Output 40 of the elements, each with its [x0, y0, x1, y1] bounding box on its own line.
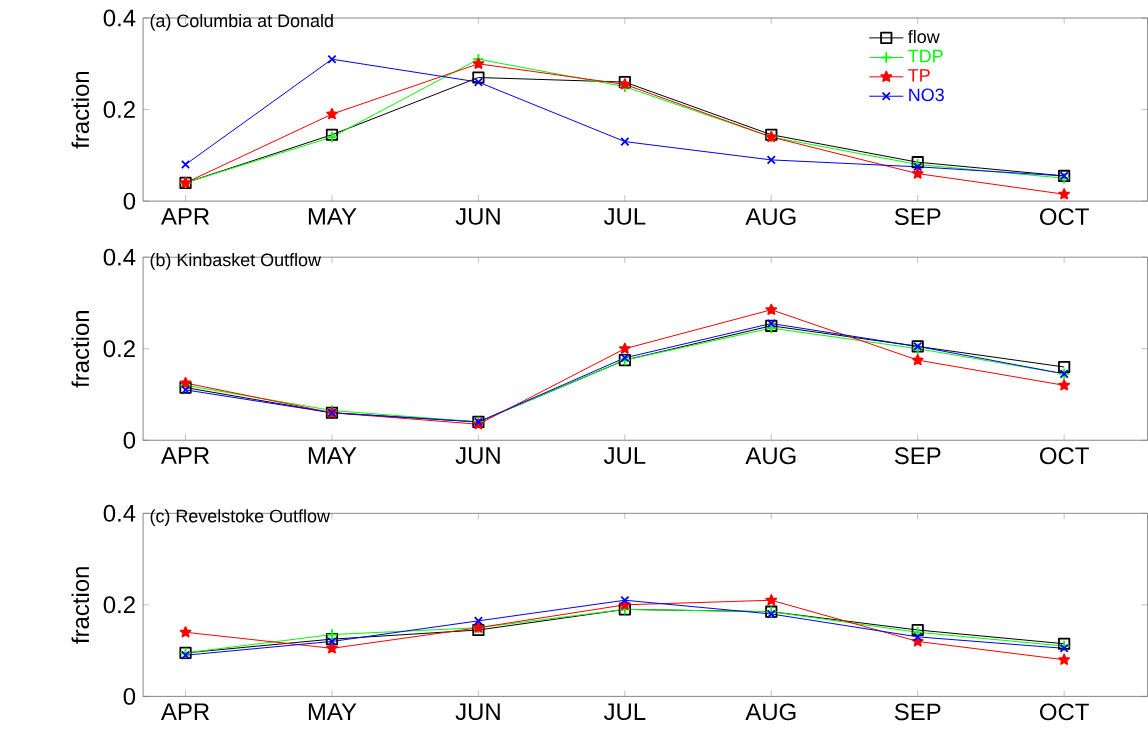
- x-tick-label: JUN: [455, 703, 500, 720]
- y-axis-title: fraction: [71, 310, 90, 388]
- x-tick-label: OCT: [1040, 447, 1089, 465]
- x-tick-label: JUL: [603, 447, 646, 464]
- x-tick-label: SEP: [894, 703, 941, 721]
- x-tick-label: JUL: [603, 703, 646, 720]
- x-tick-label: APR: [160, 447, 210, 464]
- x-tick-label: AUG: [745, 447, 796, 465]
- y-tick-label: 0: [123, 431, 136, 449]
- x-tick-label: JUN: [455, 207, 500, 225]
- chart-title: (a) Columbia at Donald: [150, 13, 333, 31]
- x-tick-label: APR: [160, 207, 210, 225]
- y-tick-label: 0: [123, 192, 136, 210]
- y-tick-label: 0.2: [103, 100, 135, 118]
- chart-title: (b) Kinbasket Outflow: [150, 252, 322, 270]
- x-tick-label: OCT: [1040, 703, 1089, 721]
- x-tick-label: JUN: [455, 447, 500, 464]
- x-tick-label: MAY: [308, 703, 357, 720]
- x-tick-label: SEP: [894, 447, 941, 465]
- x-tick-label: JUL: [603, 207, 646, 225]
- y-tick-label: 0.4: [103, 504, 136, 522]
- x-tick-label: MAY: [308, 207, 357, 225]
- y-tick-label: 0: [123, 687, 136, 705]
- y-tick-label: 0.4: [103, 9, 136, 27]
- y-tick-label: 0.4: [103, 248, 136, 266]
- x-tick-label: OCT: [1040, 207, 1089, 225]
- x-tick-label: MAY: [308, 447, 357, 464]
- x-tick-label: AUG: [745, 703, 796, 721]
- chart-title: (c) Revelstoke Outflow: [150, 509, 330, 526]
- y-axis-title: fraction: [71, 71, 90, 149]
- legend-label: TDP: [908, 49, 943, 63]
- legend-label: NO3: [909, 88, 944, 101]
- x-tick-label: SEP: [894, 207, 941, 225]
- x-tick-label: AUG: [745, 207, 796, 225]
- x-tick-label: APR: [160, 703, 210, 720]
- y-tick-label: 0.2: [103, 340, 135, 357]
- y-axis-title: fraction: [71, 566, 90, 644]
- legend-label: TP: [908, 68, 930, 82]
- y-tick-label: 0.2: [103, 596, 135, 614]
- legend-label: flow: [908, 29, 940, 43]
